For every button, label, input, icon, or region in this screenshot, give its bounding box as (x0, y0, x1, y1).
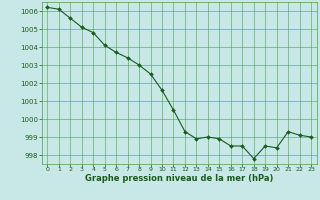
X-axis label: Graphe pression niveau de la mer (hPa): Graphe pression niveau de la mer (hPa) (85, 174, 273, 183)
